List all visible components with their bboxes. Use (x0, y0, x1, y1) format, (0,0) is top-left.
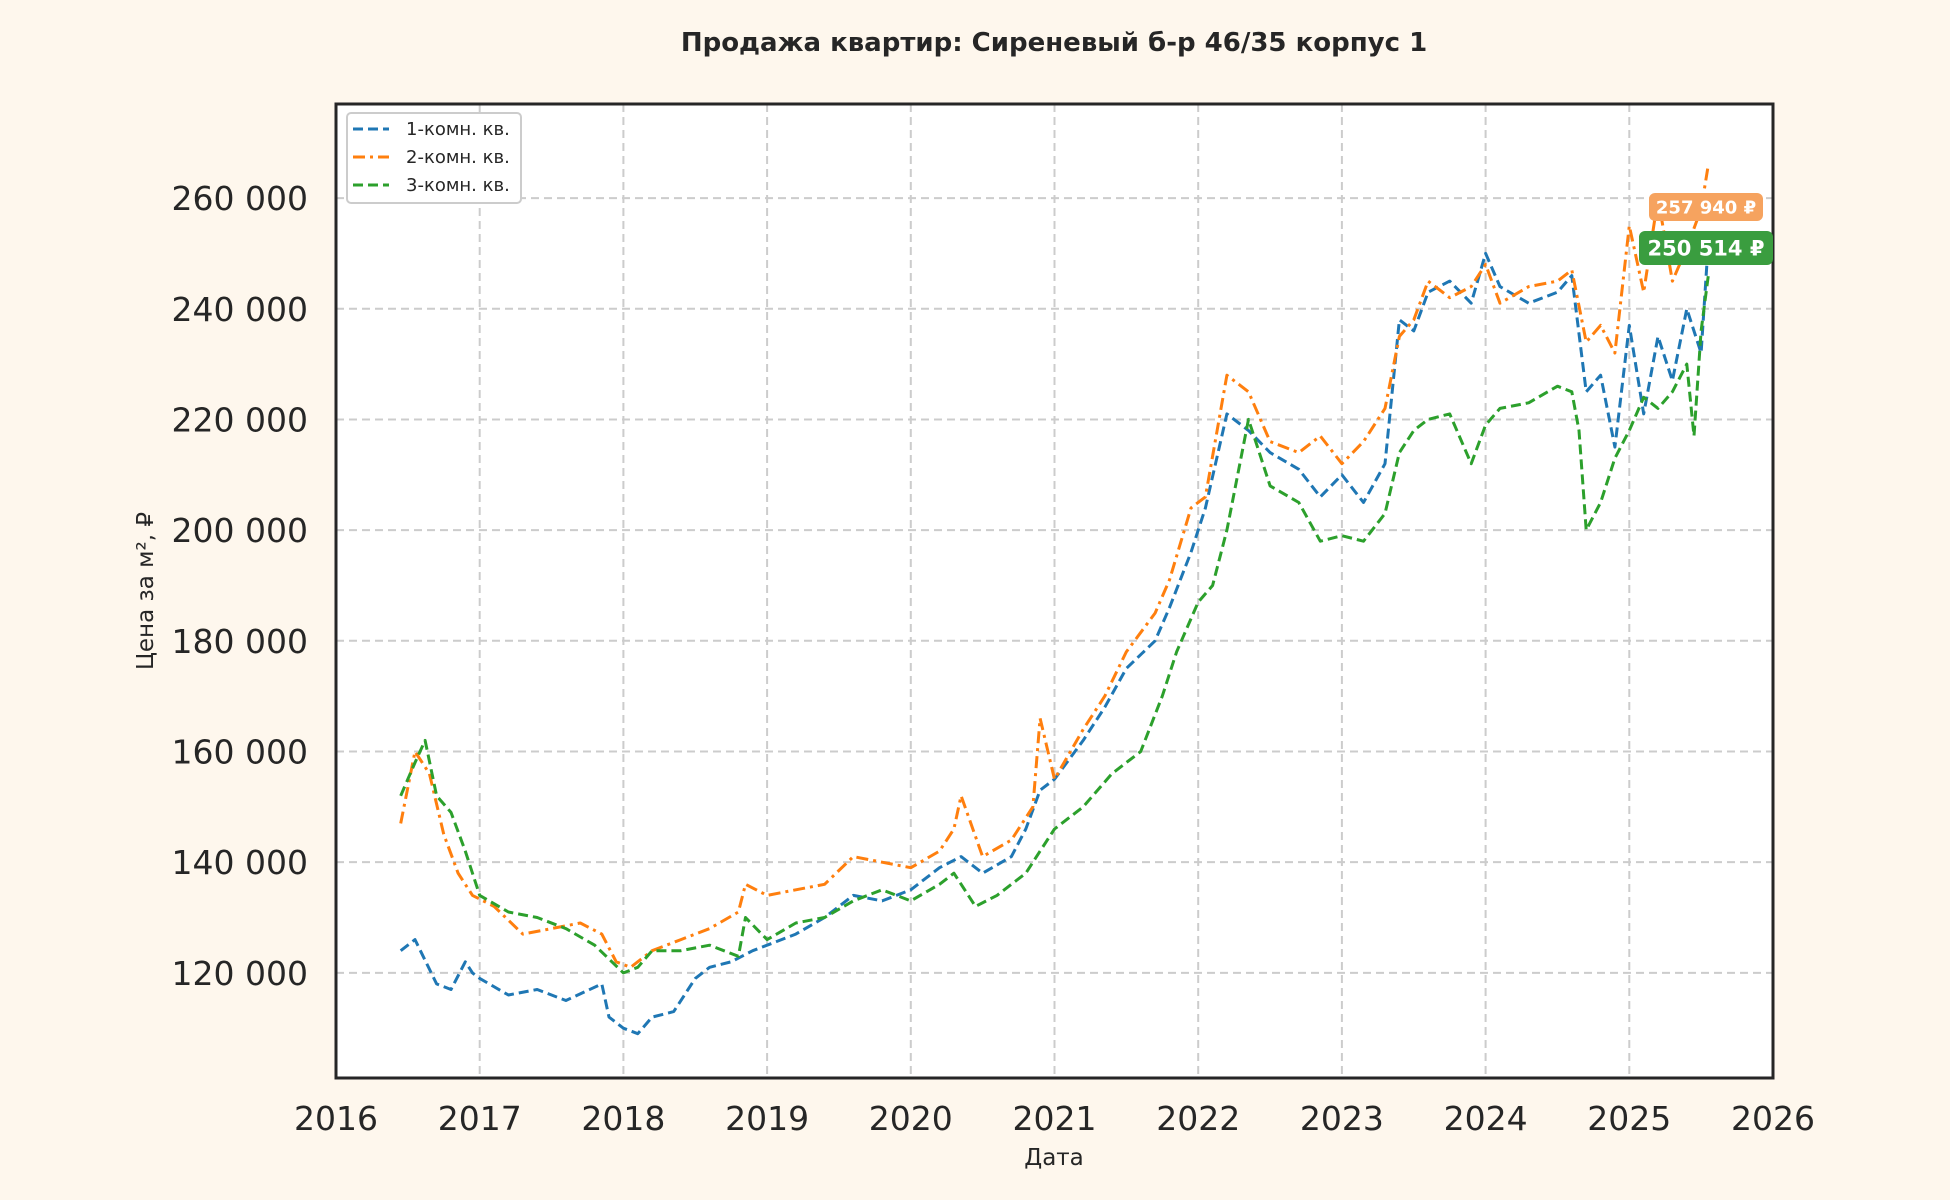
y-tick-label: 120 000 (172, 954, 308, 993)
x-tick-label: 2016 (294, 1099, 378, 1138)
x-tick-label: 2022 (1156, 1099, 1240, 1138)
legend-label: 2-комн. кв. (406, 147, 510, 168)
y-tick-label: 200 000 (172, 511, 308, 550)
x-tick-label: 2020 (869, 1099, 953, 1138)
end-label-badge (1649, 193, 1763, 221)
y-tick-label: 160 000 (172, 732, 308, 771)
x-axis: 2016 2017 2018 2019 2020 2021 2022 2023 2024 2025… (294, 1099, 1815, 1138)
y-axis: 120 000 140 000 160 000 180 000 200 000 220 0… (172, 179, 308, 993)
chart-title: Продажа квартир: Сиреневый б-р 46/35 кор… (681, 28, 1427, 58)
legend-label: 3-комн. кв. (406, 175, 510, 196)
legend-label: 1-комн. кв. (406, 119, 510, 140)
x-tick-label: 2021 (1013, 1099, 1097, 1138)
x-axis-label: Дата (1024, 1145, 1084, 1171)
series-line-1 (399, 242, 1710, 1036)
series-line-3 (399, 275, 1710, 975)
end-value-labels: 257 940 ₽ 250 514 ₽ (1639, 193, 1773, 265)
y-tick-label: 260 000 (172, 179, 308, 218)
legend-box (346, 112, 522, 204)
x-tick-label: 2018 (581, 1099, 665, 1138)
x-tick-label: 2026 (1731, 1099, 1815, 1138)
y-tick-label: 240 000 (172, 290, 308, 329)
plot-frame (334, 102, 1775, 1080)
x-tick-label: 2019 (725, 1099, 809, 1138)
y-tick-label: 180 000 (172, 622, 308, 661)
x-tick-label: 2025 (1587, 1099, 1671, 1138)
end-label-text: 257 940 ₽ (1656, 197, 1756, 218)
y-axis-label: Цена за м², ₽ (133, 512, 159, 670)
legend: 1-комн. кв. 2-комн. кв. 3-комн. кв. (346, 112, 522, 204)
x-tick-label: 2017 (438, 1099, 522, 1138)
series-lines (399, 164, 1710, 1036)
x-tick-label: 2024 (1444, 1099, 1528, 1138)
end-label-badge (1639, 231, 1773, 265)
y-tick-label: 220 000 (172, 400, 308, 439)
end-label-text: 250 514 ₽ (1648, 236, 1765, 260)
y-tick-label: 140 000 (172, 843, 308, 882)
series-line-2 (399, 164, 1710, 969)
x-tick-label: 2023 (1300, 1099, 1384, 1138)
